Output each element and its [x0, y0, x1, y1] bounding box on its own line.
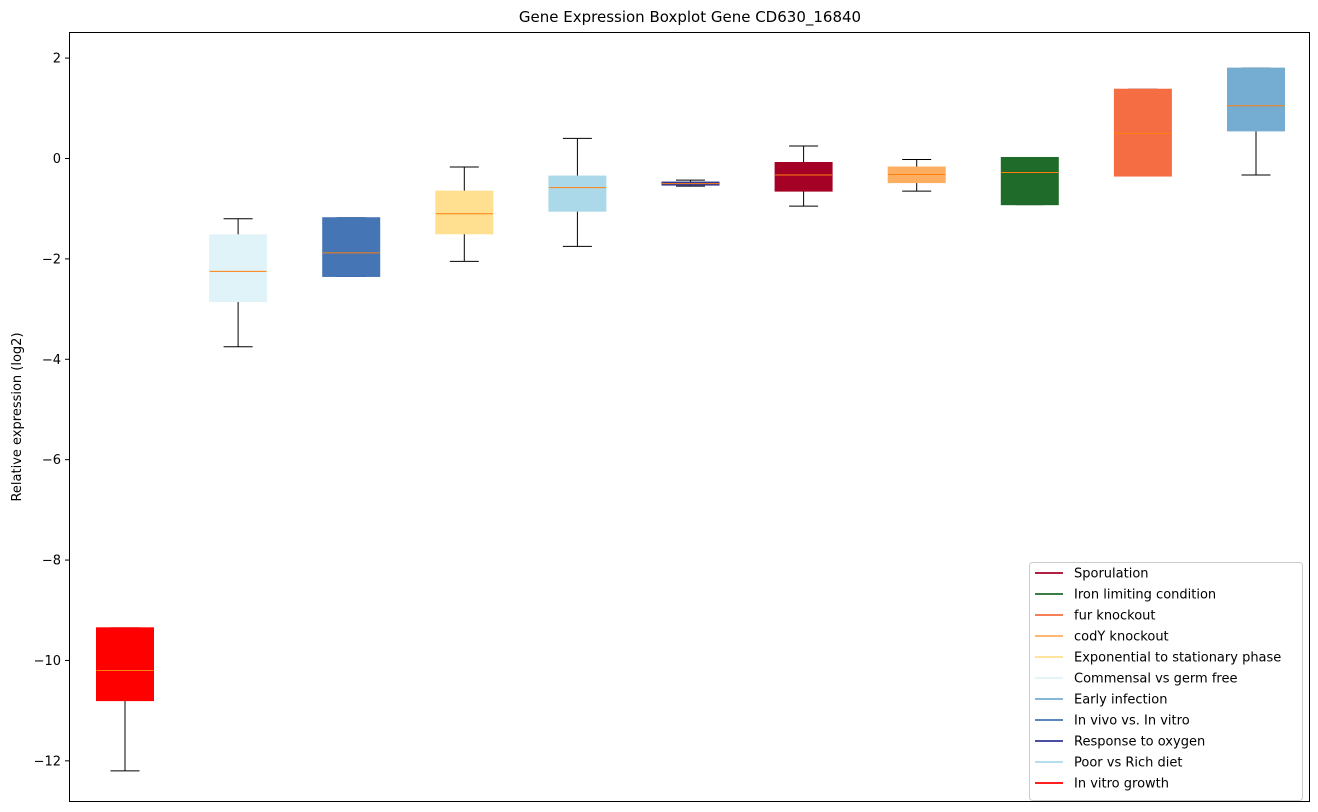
- legend-entry: Commensal vs germ free: [1035, 672, 1237, 687]
- legend-frame: [1029, 562, 1303, 801]
- box-body: [548, 175, 607, 212]
- legend-entry: codY knockout: [1035, 630, 1169, 645]
- y-tick-label: −12: [34, 754, 61, 769]
- legend-label: Early infection: [1074, 693, 1167, 708]
- legend-label: Poor vs Rich diet: [1074, 756, 1182, 771]
- box-group: [322, 217, 381, 277]
- plot-area: 2 0 −2 −4 −6 −8 −10 −12: [34, 52, 1285, 772]
- legend-label: Response to oxygen: [1074, 735, 1205, 750]
- box-group: [774, 145, 833, 207]
- box-body: [1227, 67, 1285, 132]
- legend-entry: fur knockout: [1035, 609, 1156, 624]
- box-body: [1113, 88, 1172, 177]
- legend-entry: Exponential to stationary phase: [1035, 651, 1281, 666]
- legend-label: Exponential to stationary phase: [1074, 651, 1281, 666]
- legend-label: Iron limiting condition: [1074, 588, 1216, 603]
- box-group: [435, 166, 494, 262]
- y-tick-label: −8: [42, 554, 61, 569]
- y-axis-label: Relative expression (log2): [10, 332, 25, 501]
- legend-entry: In vitro growth: [1035, 777, 1169, 792]
- box-group: [1000, 156, 1059, 206]
- legend-entry: In vivo vs. In vitro: [1035, 714, 1190, 729]
- box-group: [1227, 67, 1285, 176]
- legend-entry: Sporulation: [1035, 567, 1149, 582]
- legend-label: codY knockout: [1074, 630, 1169, 645]
- y-tick-label: 0: [53, 152, 61, 167]
- box-group: [661, 179, 720, 187]
- box-body: [1000, 156, 1059, 206]
- box-group: [887, 158, 946, 192]
- box-group: [548, 137, 607, 247]
- legend-entry: Early infection: [1035, 693, 1167, 708]
- y-tick-label: −10: [34, 654, 61, 669]
- legend-label: In vitro growth: [1074, 777, 1169, 792]
- box-group: [96, 627, 154, 772]
- legend-label: Sporulation: [1074, 567, 1149, 582]
- legend-label: fur knockout: [1074, 609, 1156, 624]
- legend: Sporulation Iron limiting condition fur kn…: [1029, 562, 1303, 801]
- chart-title: Gene Expression Boxplot Gene CD630_16840: [519, 8, 861, 27]
- box-body: [774, 162, 833, 192]
- y-tick-label: −2: [42, 252, 61, 267]
- plot-frame: [69, 32, 1310, 802]
- box-body: [209, 234, 268, 303]
- legend-label: Commensal vs germ free: [1074, 672, 1237, 687]
- box-group: [1113, 88, 1172, 177]
- y-tick-label: 2: [53, 52, 61, 67]
- y-tick-label: −6: [42, 453, 61, 468]
- box-body: [322, 217, 381, 277]
- y-tick-label: −4: [42, 353, 61, 368]
- legend-entry: Iron limiting condition: [1035, 588, 1216, 603]
- legend-entry: Response to oxygen: [1035, 735, 1205, 750]
- legend-entry: Poor vs Rich diet: [1035, 756, 1182, 771]
- legend-label: In vivo vs. In vitro: [1074, 714, 1190, 729]
- box-body: [435, 190, 494, 235]
- box-body: [96, 627, 154, 702]
- box-group: [209, 218, 268, 348]
